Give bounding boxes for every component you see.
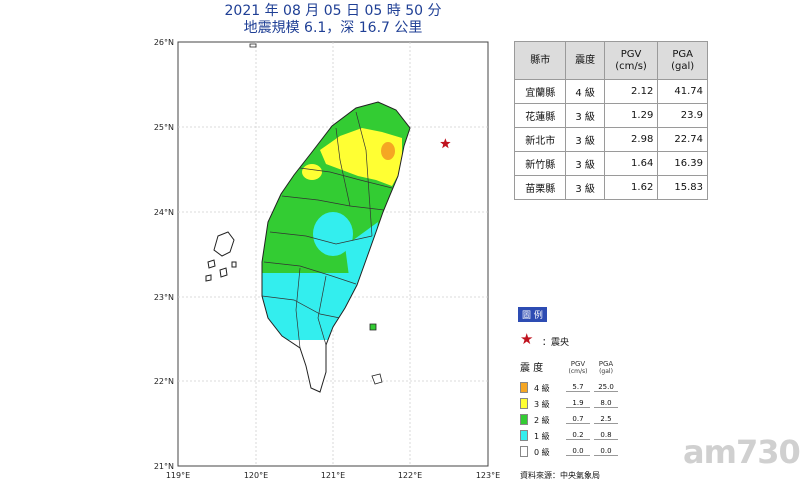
watermark-logo: am730 [683, 433, 801, 471]
cell-intensity: 3 級 [565, 151, 605, 176]
table-row: 宜蘭縣 4 級 2.12 41.74 [513, 79, 708, 104]
intensity-zone-level3-hsinchu [302, 164, 322, 180]
epicenter-star [440, 138, 451, 149]
cell-intensity: 3 級 [565, 175, 605, 200]
header-pgv: PGV (cm/s) [603, 41, 659, 80]
lat-label-23: 23°N [154, 293, 174, 302]
intensity-zone-level4 [381, 142, 395, 160]
legend-swatch [520, 414, 528, 425]
legend-col-pgv: PGV (cm/s) [568, 360, 588, 375]
cell-county: 新竹縣 [513, 151, 567, 176]
report-title-magnitude: 地震規模 6.1，深 16.7 公里 [243, 20, 423, 36]
cell-intensity: 3 級 [565, 103, 605, 128]
legend-level-pga: 2.5 [594, 415, 618, 424]
legend-level-pga: 0.0 [594, 447, 618, 456]
legend-level-pgv: 1.9 [566, 399, 590, 408]
green-island [369, 323, 377, 331]
table-row: 花蓮縣 3 級 1.29 23.9 [513, 103, 708, 128]
report-title-time: 2021 年 08 月 05 日 05 時 50 分 [224, 3, 442, 19]
legend-level-3: 3 級 1.9 8.0 [520, 398, 630, 409]
header-intensity: 震度 [565, 41, 605, 80]
lon-label-121: 121°E [321, 471, 345, 480]
data-source: 資料來源：中央氣象局 [520, 471, 600, 480]
legend-swatch [520, 430, 528, 441]
cell-pgv: 1.29 [603, 103, 659, 128]
lon-label-123: 123°E [476, 471, 500, 480]
legend-level-1: 1 級 0.2 0.8 [520, 430, 630, 441]
lat-label-25: 25°N [154, 123, 174, 132]
penghu-islands [205, 231, 237, 282]
intensity-zone-level1-east [345, 222, 378, 284]
cell-pga: 23.9 [657, 103, 708, 128]
cell-pgv: 2.12 [603, 79, 659, 104]
lat-label-21: 21°N [154, 462, 174, 471]
lon-label-122: 122°E [398, 471, 422, 480]
cell-pgv: 1.62 [603, 175, 659, 200]
legend-level-pga: 0.8 [594, 431, 618, 440]
table-row: 新竹縣 3 級 1.64 16.39 [513, 151, 708, 176]
lat-label-26: 26°N [154, 38, 174, 47]
cell-county: 花蓮縣 [513, 103, 567, 128]
legend-level-label: 4 級 [534, 384, 550, 393]
cell-pga: 22.74 [657, 127, 708, 152]
lat-label-22: 22°N [154, 377, 174, 386]
taiwan-coastline [261, 101, 411, 393]
legend-level-pga: 8.0 [594, 399, 618, 408]
legend-level-2: 2 級 0.7 2.5 [520, 414, 630, 425]
legend-level-pgv: 0.2 [566, 431, 590, 440]
legend-col-pga: PGA (gal) [598, 360, 614, 375]
legend-heading: 圖 例 [518, 307, 547, 322]
cell-county: 苗栗縣 [513, 175, 567, 200]
lon-label-120: 120°E [244, 471, 268, 480]
pengjia-islet [249, 43, 257, 48]
cell-pgv: 1.64 [603, 151, 659, 176]
cell-intensity: 3 級 [565, 127, 605, 152]
cell-pga: 15.83 [657, 175, 708, 200]
header-county: 縣市 [513, 41, 567, 80]
cell-pga: 41.74 [657, 79, 708, 104]
cell-pgv: 2.98 [603, 127, 659, 152]
lat-label-24: 24°N [154, 208, 174, 217]
epicenter-label: ：震央 [542, 338, 570, 348]
intensity-zone-level3 [320, 128, 402, 186]
table-row: 苗栗縣 3 級 1.62 15.83 [513, 175, 708, 200]
legend-level-pgv: 0.7 [566, 415, 590, 424]
table-header-row: 縣市 震度 PGV (cm/s) PGA (gal) [513, 41, 708, 80]
legend: 圖 例 ★ ：震央 震 度 PGV (cm/s) PGA (gal) 4 級 5.7… [514, 305, 634, 485]
legend-level-pgv: 0.0 [566, 447, 590, 456]
table-row: 新北市 3 級 2.98 22.74 [513, 127, 708, 152]
epicenter-star-icon: ★ [520, 330, 534, 348]
intensity-zone-level1-central [313, 212, 353, 256]
legend-level-label: 1 級 [534, 432, 550, 441]
legend-swatch [520, 446, 528, 457]
legend-swatch [520, 398, 528, 409]
legend-col-intensity: 震 度 [520, 363, 544, 374]
legend-level-label: 0 級 [534, 448, 550, 457]
legend-level-4: 4 級 5.7 25.0 [520, 382, 630, 393]
legend-level-pga: 25.0 [594, 383, 618, 392]
cell-intensity: 4 級 [565, 79, 605, 104]
cell-pga: 16.39 [657, 151, 708, 176]
lon-label-119: 119°E [166, 471, 190, 480]
header-pga: PGA (gal) [657, 41, 708, 80]
legend-level-label: 3 級 [534, 400, 550, 409]
cell-county: 新北市 [513, 127, 567, 152]
legend-swatch [520, 382, 528, 393]
cell-county: 宜蘭縣 [513, 79, 567, 104]
legend-level-pgv: 5.7 [566, 383, 590, 392]
legend-level-0: 0 級 0.0 0.0 [520, 446, 630, 457]
orchid-island [371, 373, 383, 385]
intensity-table: 縣市 震度 PGV (cm/s) PGA (gal) 宜蘭縣 4 級 2.12 41… [513, 41, 708, 200]
legend-level-label: 2 級 [534, 416, 550, 425]
